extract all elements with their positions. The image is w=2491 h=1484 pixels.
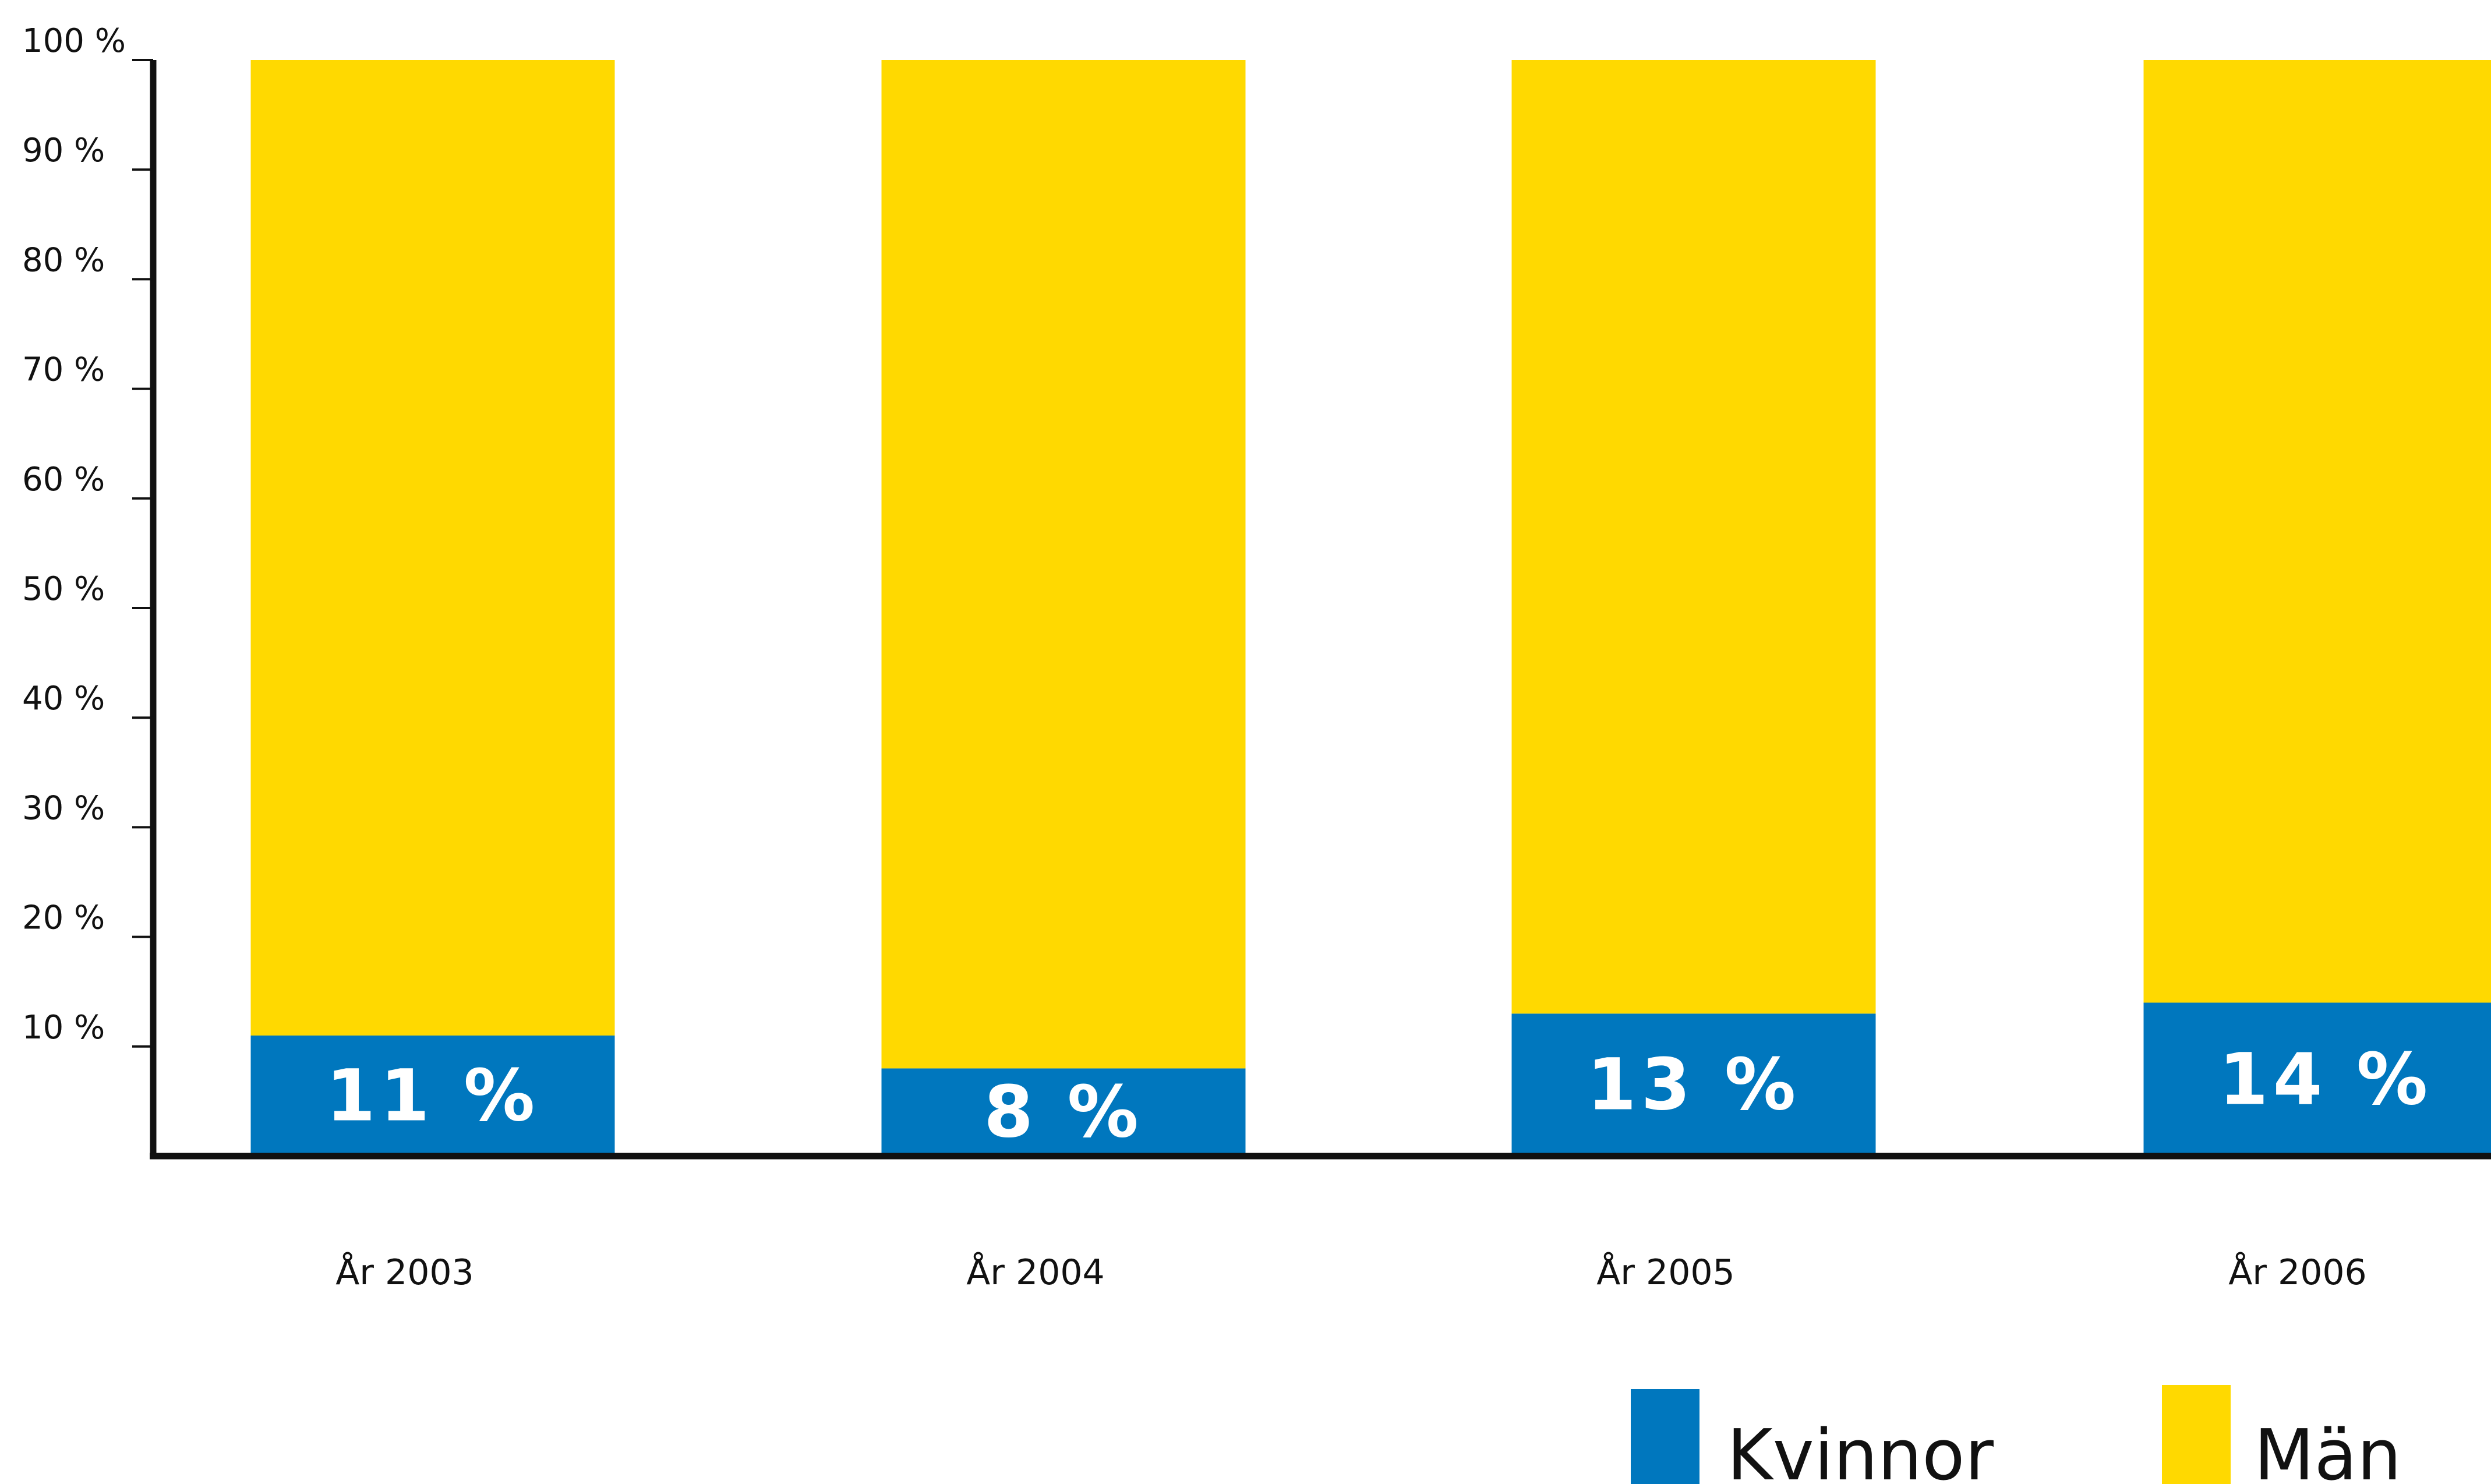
legend: Kvinnor Män [1631,1385,2401,1484]
category-labels-layer: År 2003 År 2004 År 2005 År 2006 [335,1252,2366,1293]
bar-man-3 [2143,60,2491,1003]
data-label-0: 11 % [326,1054,540,1137]
y-tick-label-60: 60 % [22,461,105,499]
y-tick-label-70: 70 % [22,351,105,389]
y-tick-label-10: 10 % [22,1009,105,1047]
y-tick-label-90: 90 % [22,132,105,169]
bar-man-0 [250,60,615,1036]
x-category-label-1: År 2004 [966,1252,1104,1293]
y-tick-label-80: 80 % [22,241,105,279]
bar-man-1 [881,60,1246,1069]
y-tick-label-50: 50 % [22,570,105,608]
bar-man-2 [1511,60,1876,1014]
legend-label-kvinnor: Kvinnor [1727,1415,1994,1484]
legend-label-man: Män [2254,1415,2401,1484]
data-label-1: 8 % [984,1071,1143,1154]
bar-kvinnor-1 [881,1068,1246,1156]
x-category-label-0: År 2003 [335,1252,474,1293]
y-tick-label-30: 30 % [22,789,105,827]
legend-swatch-kvinnor [1631,1389,1699,1484]
y-tick-label-100: 100 % [22,22,126,60]
bar-kvinnor-2 [1511,1013,1876,1156]
x-category-label-2: År 2005 [1596,1252,1734,1293]
bar-kvinnor-0 [250,1035,615,1156]
y-tick-label-40: 40 % [22,680,105,718]
data-label-3: 14 % [2219,1038,2433,1121]
x-category-label-3: År 2006 [2228,1252,2366,1293]
y-tick-label-20: 20 % [22,899,105,937]
legend-swatch-man [2162,1385,2231,1484]
bars-layer: 11 % 8 % 13 % 14 % [250,60,2491,1156]
bar-kvinnor-3 [2143,1002,2491,1156]
data-label-2: 13 % [1587,1044,1801,1126]
y-ticks-layer: 10 % 20 % 30 % 40 % 50 % 60 % 70 % 80 % 90 % 100 … [22,22,153,1048]
